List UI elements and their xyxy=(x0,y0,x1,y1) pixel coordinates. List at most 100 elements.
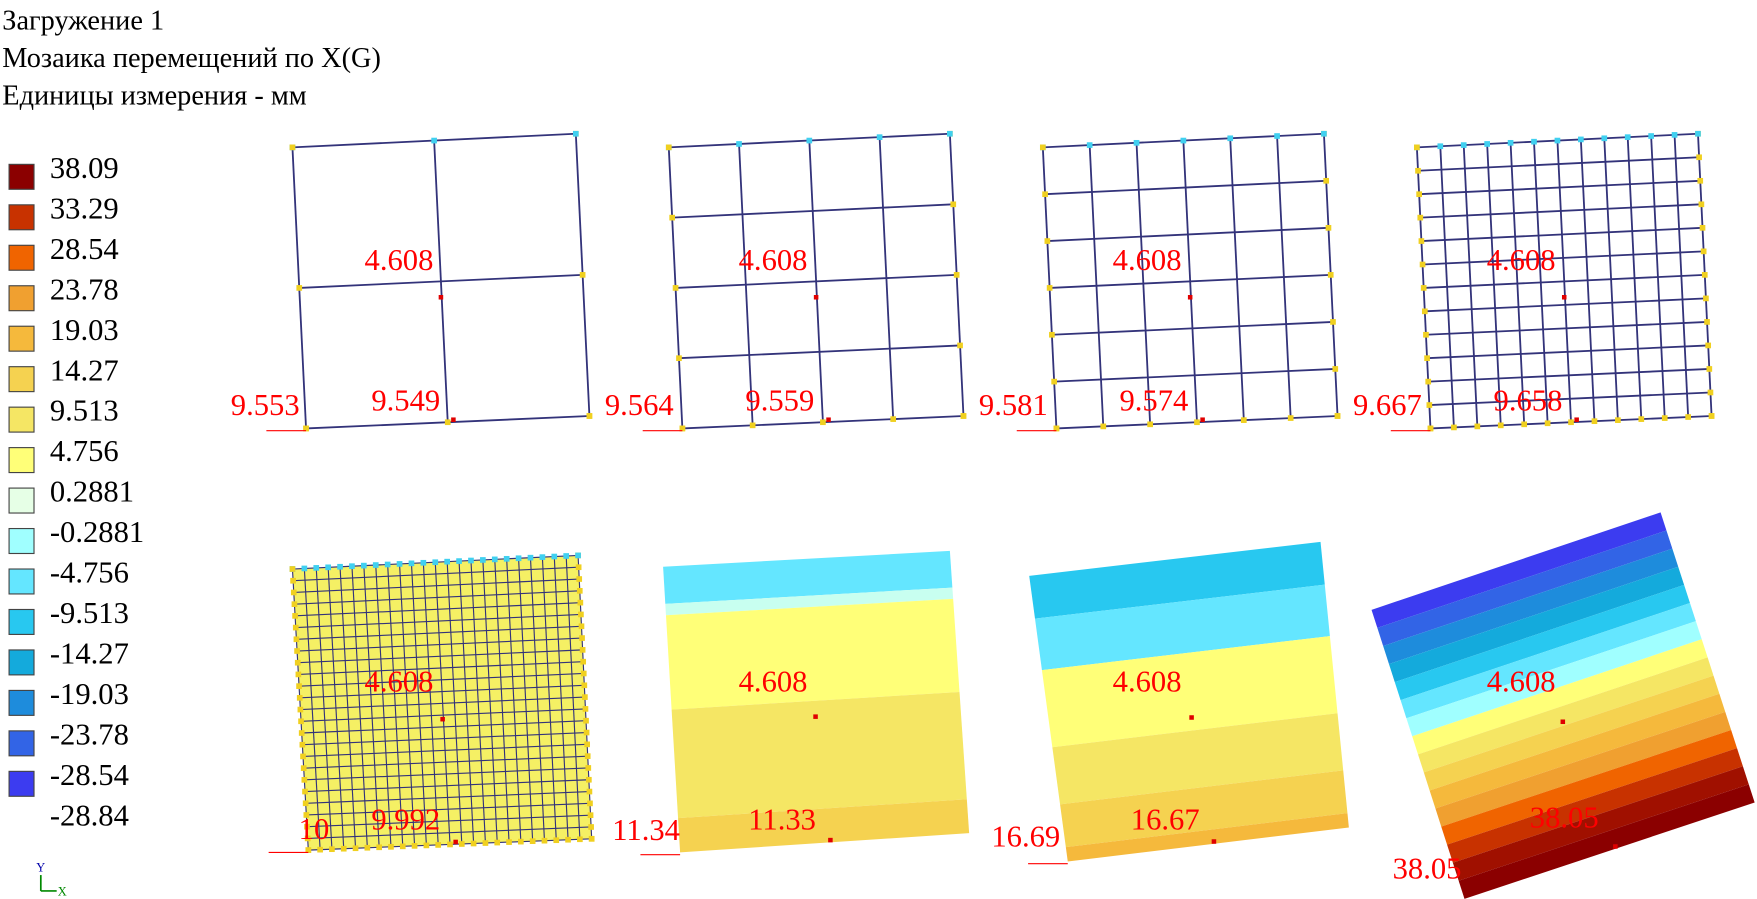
node xyxy=(305,847,312,853)
color-band xyxy=(1060,770,1348,848)
node xyxy=(444,558,450,565)
color-band xyxy=(1383,548,1679,665)
panel: 4.608 9.564 9.559 xyxy=(605,130,967,432)
node xyxy=(584,741,590,748)
node xyxy=(304,823,310,830)
node xyxy=(551,553,558,560)
node xyxy=(1706,366,1713,372)
node xyxy=(579,647,586,653)
node xyxy=(1474,423,1481,430)
node xyxy=(1330,319,1336,325)
node xyxy=(503,555,510,562)
color-band xyxy=(1052,713,1344,805)
color-band xyxy=(1406,621,1702,737)
node xyxy=(1568,419,1574,426)
color-band xyxy=(1388,566,1685,683)
node xyxy=(1437,143,1444,150)
node xyxy=(420,559,427,566)
node xyxy=(300,765,307,771)
node xyxy=(1227,135,1234,142)
node xyxy=(1323,177,1330,184)
node xyxy=(298,718,304,725)
bottom-label: 9.559 xyxy=(745,383,814,417)
color-band xyxy=(1423,675,1720,791)
legend-swatch xyxy=(8,244,35,271)
node xyxy=(494,839,501,846)
node xyxy=(1415,167,1421,174)
node xyxy=(577,599,584,606)
legend-label: 28.54 xyxy=(50,232,119,266)
node xyxy=(1049,331,1055,338)
corner-label: 9.667 xyxy=(1353,388,1422,422)
node xyxy=(293,636,300,643)
node xyxy=(470,840,477,847)
mesh-line xyxy=(1428,368,1710,383)
node xyxy=(947,130,953,137)
color-band xyxy=(1065,813,1349,862)
color-band xyxy=(1377,530,1673,646)
node xyxy=(292,624,299,631)
mesh-line xyxy=(306,802,591,816)
node xyxy=(447,841,453,848)
mesh-line xyxy=(678,344,961,360)
node xyxy=(1695,130,1701,137)
node xyxy=(506,839,512,845)
node xyxy=(579,635,585,641)
node xyxy=(299,741,306,748)
node xyxy=(296,285,303,291)
panel: 4.608 16.69 16.67 xyxy=(991,541,1349,865)
header-line: Единицы измерения - мм xyxy=(2,80,307,111)
node xyxy=(1287,415,1294,421)
node xyxy=(1507,139,1514,146)
color-band xyxy=(1429,693,1726,809)
node xyxy=(950,201,957,208)
node xyxy=(890,416,897,422)
header-line: Загружение 1 xyxy=(2,5,164,36)
node xyxy=(1601,135,1608,142)
mesh-line xyxy=(878,137,895,420)
center-label: 4.608 xyxy=(1487,664,1556,698)
node xyxy=(1707,389,1714,396)
node xyxy=(325,564,331,571)
node xyxy=(876,134,883,140)
node xyxy=(577,836,583,843)
node xyxy=(337,563,343,570)
node xyxy=(399,843,406,850)
node xyxy=(1327,272,1334,278)
legend-swatch xyxy=(8,163,35,190)
corner-label: 38.05 xyxy=(1393,851,1462,885)
node xyxy=(313,565,320,571)
mesh-line xyxy=(553,556,569,840)
color-band xyxy=(1412,639,1708,755)
color-band xyxy=(665,598,960,710)
legend-label: 9.513 xyxy=(50,394,119,428)
center-label: 4.608 xyxy=(739,243,808,277)
node xyxy=(515,555,522,562)
color-band xyxy=(1029,541,1325,619)
node xyxy=(294,648,300,654)
legend-swatch xyxy=(8,487,35,514)
node xyxy=(1423,331,1429,338)
node xyxy=(527,554,534,561)
node xyxy=(1274,133,1280,139)
node xyxy=(1685,414,1691,420)
legend-label: -28.84 xyxy=(50,798,129,832)
legend-swatch xyxy=(8,649,35,676)
node xyxy=(444,419,451,426)
node-marker xyxy=(438,294,444,300)
corner-label: 9.564 xyxy=(605,388,674,422)
node xyxy=(576,576,583,582)
legend-swatch xyxy=(8,366,35,393)
node xyxy=(1321,130,1327,137)
legend-label: 38.09 xyxy=(50,151,119,185)
node xyxy=(1624,134,1631,140)
legend-label: 19.03 xyxy=(50,313,119,347)
node xyxy=(1697,177,1704,184)
mesh-line xyxy=(675,273,957,289)
legend-label: -23.78 xyxy=(50,717,129,751)
node xyxy=(749,422,756,429)
node xyxy=(565,836,571,843)
node xyxy=(317,846,323,853)
node xyxy=(1661,415,1668,421)
color-band xyxy=(1041,636,1338,748)
